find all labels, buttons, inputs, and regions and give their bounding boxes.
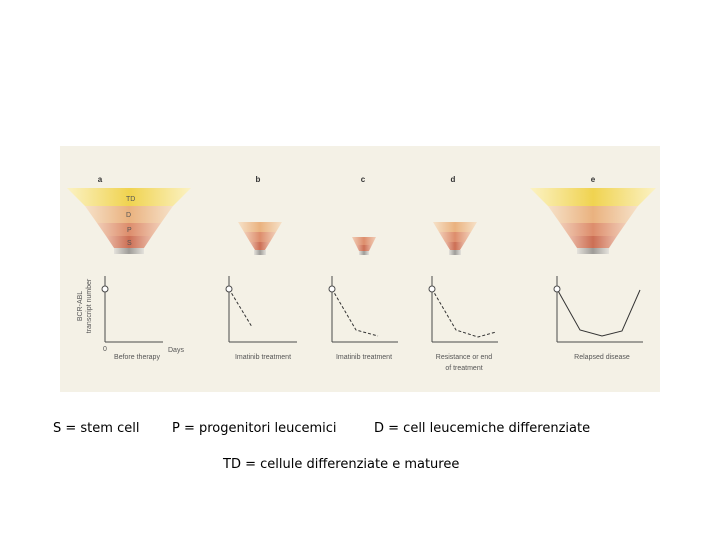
funnel-c-base [359, 251, 369, 255]
plot-d-start-point [428, 285, 436, 293]
caption-d-line1: Resistance or end [436, 354, 493, 361]
legend-differentiated: D = cell leucemiche differenziate [374, 421, 591, 436]
funnel-b-layer-s [250, 242, 270, 250]
plot-e-start-point [553, 285, 561, 293]
funnel-a-layer-d [85, 206, 173, 223]
funnel-e-layer-d [548, 206, 638, 223]
plot-c-curve [331, 288, 379, 337]
funnel-layer-label-d: D [126, 212, 131, 219]
plot-d-curve [431, 288, 497, 338]
funnel-e-base [577, 248, 609, 254]
caption-b: Imatinib treatment [235, 354, 291, 361]
panel-letter-b: b [256, 175, 261, 184]
plot-a-origin-label: 0 [103, 346, 107, 353]
funnel-a-layer-td [67, 188, 191, 206]
caption-e: Relapsed disease [574, 354, 630, 361]
funnel-b-base [254, 250, 266, 255]
plot-b-start-point [225, 285, 233, 293]
plot-c [328, 276, 398, 343]
funnel-c [352, 237, 376, 255]
caption-a: Before therapy [114, 354, 160, 361]
funnel-a-layer-p [97, 223, 161, 236]
funnel-d-layer-d [433, 222, 477, 232]
plot-a-start-point [101, 285, 109, 293]
funnel-a: TD D P S [67, 188, 191, 254]
funnel-d [433, 222, 477, 255]
plot-b [225, 276, 297, 343]
y-axis-label-line2: transcript number [86, 278, 93, 333]
plot-b-curve [228, 288, 253, 328]
caption-d-line2: of treatment [445, 365, 482, 372]
funnel-a-base [114, 248, 144, 254]
plot-d [428, 276, 498, 343]
funnel-b [238, 222, 282, 255]
funnel-d-layer-p [439, 232, 471, 242]
plot-e [553, 276, 643, 343]
funnel-layer-label-s: S [127, 240, 132, 247]
funnel-c-layer-p [352, 237, 376, 245]
legend-progenitor: P = progenitori leucemici [172, 421, 337, 436]
legend-stem-cell: S = stem cell [53, 421, 140, 436]
plot-a: 0 Days [101, 276, 184, 354]
funnel-e [530, 188, 656, 254]
panel-letter-a: a [98, 175, 103, 184]
panel-letter-d: d [451, 175, 456, 184]
funnel-layer-label-p: P [127, 227, 132, 234]
funnel-a-layer-s [106, 236, 152, 248]
plot-e-curve [556, 288, 641, 337]
caption-c: Imatinib treatment [336, 354, 392, 361]
funnel-e-layer-td [530, 188, 656, 206]
x-axis-label-days: Days [168, 347, 184, 354]
panel-letter-e: e [591, 175, 596, 184]
y-axis-label-line1: BCR-ABL [77, 291, 84, 321]
funnel-b-layer-p [244, 232, 276, 242]
funnel-e-layer-s [569, 236, 617, 248]
legend-terminally-differentiated: TD = cellule differenziate e maturee [223, 457, 460, 472]
funnel-e-layer-p [560, 223, 626, 236]
funnel-d-base [449, 250, 461, 255]
panel-letter-c: c [361, 175, 366, 184]
figure-canvas: a b c d e TD D P S [67, 175, 656, 372]
funnel-b-layer-d [238, 222, 282, 232]
plot-c-start-point [328, 285, 336, 293]
stem-cell-therapy-figure: a b c d e TD D P S [60, 146, 660, 392]
funnel-layer-label-td: TD [126, 196, 135, 203]
funnel-c-layer-s [356, 245, 372, 251]
funnel-d-layer-s [445, 242, 465, 250]
